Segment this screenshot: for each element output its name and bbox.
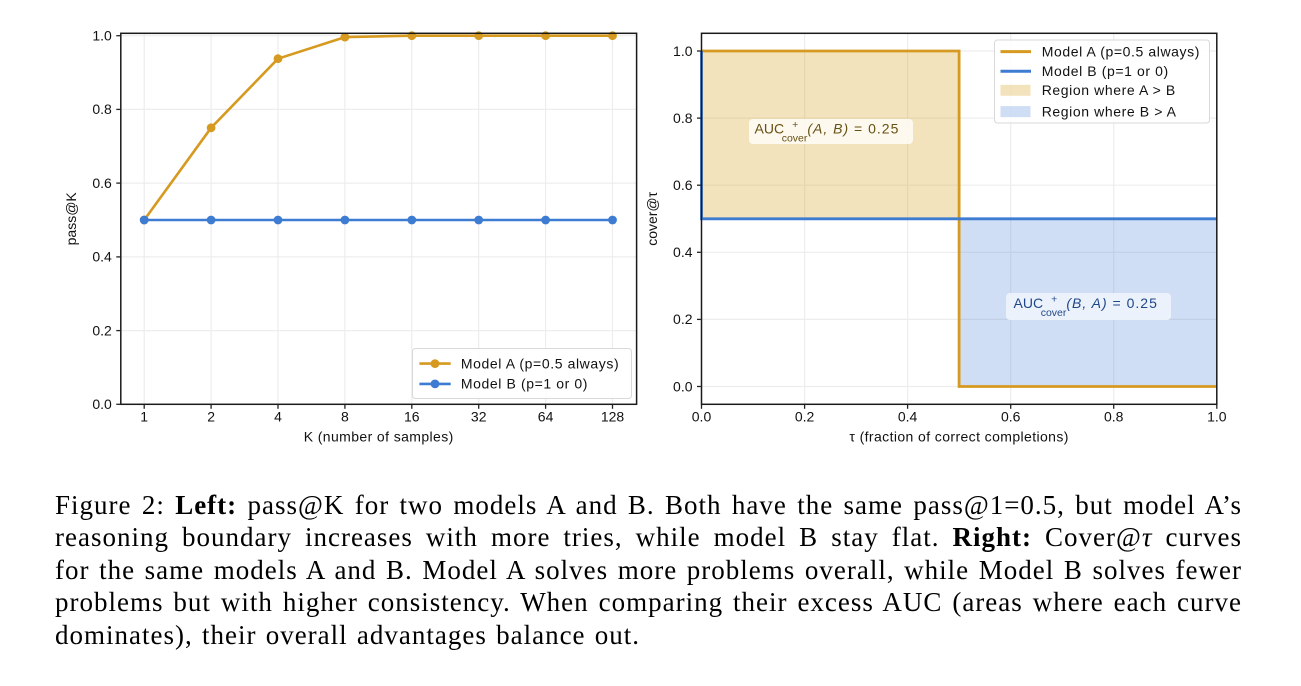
svg-text:0.0: 0.0 — [92, 396, 112, 412]
svg-text:0.4: 0.4 — [673, 244, 693, 260]
svg-text:Model A (p=0.5 always): Model A (p=0.5 always) — [1042, 43, 1200, 59]
svg-text:0.0: 0.0 — [692, 409, 712, 425]
svg-text:0.0: 0.0 — [673, 378, 693, 394]
svg-text:Model B (p=1 or 0): Model B (p=1 or 0) — [461, 376, 588, 392]
svg-text:1.0: 1.0 — [673, 43, 693, 59]
svg-text:0.6: 0.6 — [92, 175, 112, 191]
svg-text:K (number of samples): K (number of samples) — [304, 429, 454, 445]
svg-text:Model B (p=1 or 0): Model B (p=1 or 0) — [1042, 63, 1169, 79]
svg-text:Model A (p=0.5 always): Model A (p=0.5 always) — [461, 355, 619, 371]
svg-text:0.2: 0.2 — [92, 322, 112, 338]
svg-text:0.6: 0.6 — [1001, 409, 1021, 425]
svg-text:0.8: 0.8 — [1104, 409, 1124, 425]
svg-text:1: 1 — [140, 409, 148, 425]
svg-text:0.2: 0.2 — [795, 409, 815, 425]
svg-text:32: 32 — [471, 409, 487, 425]
svg-text:0.6: 0.6 — [673, 177, 693, 193]
svg-text:cover@τ: cover@τ — [644, 191, 660, 245]
svg-text:1.0: 1.0 — [1207, 409, 1227, 425]
svg-text:0.2: 0.2 — [673, 311, 693, 327]
svg-text:Region where A > B: Region where A > B — [1042, 82, 1176, 98]
svg-text:pass@K: pass@K — [63, 192, 79, 246]
svg-text:64: 64 — [538, 409, 554, 425]
svg-text:16: 16 — [404, 409, 420, 425]
svg-text:128: 128 — [601, 409, 625, 425]
svg-text:τ (fraction of correct complet: τ (fraction of correct completions) — [849, 429, 1069, 445]
svg-text:Region where B > A: Region where B > A — [1042, 103, 1177, 119]
svg-text:1.0: 1.0 — [92, 28, 112, 44]
svg-text:4: 4 — [274, 409, 282, 425]
svg-text:0.8: 0.8 — [92, 101, 112, 117]
svg-text:8: 8 — [341, 409, 349, 425]
svg-text:0.8: 0.8 — [673, 110, 693, 126]
svg-text:0.4: 0.4 — [898, 409, 918, 425]
svg-text:2: 2 — [207, 409, 215, 425]
svg-text:0.4: 0.4 — [92, 249, 112, 265]
